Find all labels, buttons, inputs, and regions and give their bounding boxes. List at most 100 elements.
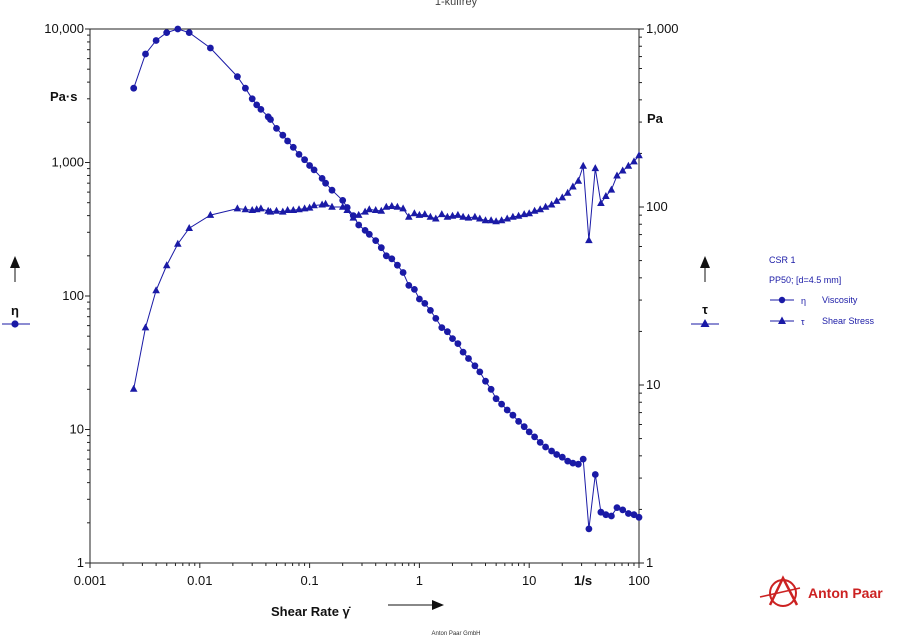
viscosity-point — [242, 84, 249, 92]
viscosity-point — [608, 512, 615, 520]
viscosity-point — [267, 116, 274, 123]
shear-stress-point — [365, 205, 374, 213]
viscosity-point — [248, 95, 256, 103]
shear-stress-point — [382, 202, 391, 210]
shear-stress-point — [305, 203, 314, 211]
viscosity-point — [635, 513, 643, 521]
right-axis-unit: Pa — [647, 111, 664, 126]
shear-stress-point — [321, 199, 330, 207]
shear-stress-point — [569, 182, 577, 190]
viscosity-point — [525, 428, 533, 436]
x-tick-label: 0.001 — [74, 573, 107, 588]
right-axis-arrow-icon — [700, 256, 710, 282]
legend-circle-icon — [778, 296, 786, 304]
viscosity-point — [476, 368, 484, 376]
viscosity-point — [339, 197, 347, 204]
left-axis-arrow-icon — [10, 256, 20, 282]
viscosity-point — [318, 175, 326, 182]
shear-stress-point — [426, 212, 435, 220]
shear-stress-markers — [129, 151, 643, 392]
shear-stress-point — [464, 213, 473, 221]
shear-stress-point — [272, 206, 281, 214]
viscosity-point — [163, 29, 171, 36]
right-tick-label: 1 — [646, 555, 653, 570]
x-axis-unit: 1/s — [574, 573, 592, 588]
shear-stress-point — [448, 211, 457, 219]
legend-subtitle: PP50; [d=4.5 mm] — [769, 275, 841, 285]
shear-stress-point — [349, 213, 358, 221]
x-tick-label: 10 — [522, 573, 536, 588]
shear-stress-line — [133, 155, 640, 390]
viscosity-point — [482, 377, 489, 385]
shear-stress-point — [371, 206, 380, 213]
left-tick-label: 10 — [70, 422, 84, 437]
viscosity-point — [471, 362, 479, 370]
shear-stress-point — [328, 202, 336, 210]
viscosity-point — [372, 237, 380, 245]
viscosity-point — [421, 300, 429, 307]
x-tick-label: 0.1 — [301, 573, 319, 588]
shear-stress-point — [597, 199, 605, 206]
shear-stress-point — [174, 239, 182, 247]
viscosity-point — [625, 510, 632, 517]
shear-stress-point — [618, 166, 627, 174]
left-axis-unit: Pa·s — [50, 89, 77, 104]
viscosity-point — [515, 418, 522, 425]
viscosity-point — [585, 525, 593, 533]
viscosity-point — [427, 307, 434, 314]
left-axis-symbol: η — [11, 303, 19, 318]
viscosity-point — [613, 504, 621, 511]
shear-stress-point — [552, 196, 561, 204]
viscosity-point — [394, 261, 401, 269]
viscosity-point — [591, 471, 599, 478]
shear-stress-point — [503, 214, 511, 222]
shear-stress-point — [574, 176, 583, 184]
viscosity-point — [602, 511, 610, 519]
shear-stress-point — [152, 286, 160, 294]
viscosity-point — [438, 324, 446, 331]
viscosity-point — [465, 355, 472, 362]
shear-stress-point — [613, 171, 621, 179]
viscosity-point — [405, 282, 413, 289]
shear-stress-point — [405, 212, 413, 220]
plot-frame — [89, 28, 640, 564]
shear-stress-point — [310, 201, 318, 209]
shear-stress-point — [635, 151, 643, 159]
brand-name: Anton Paar — [808, 585, 883, 601]
shear-stress-point — [497, 216, 506, 224]
viscosity-point — [520, 423, 528, 431]
viscosity-point — [444, 328, 451, 336]
shear-stress-point — [421, 210, 429, 218]
viscosity-point — [558, 453, 566, 461]
viscosity-point — [411, 286, 418, 293]
left-tick-label: 1 — [77, 555, 84, 570]
shear-stress-point — [289, 206, 298, 213]
shear-stress-point — [438, 210, 446, 218]
shear-stress-point — [558, 193, 567, 201]
shear-stress-point — [377, 206, 386, 214]
x-tick-label: 100 — [628, 573, 650, 588]
shear-stress-point — [185, 224, 193, 231]
right-tick-label: 100 — [646, 199, 668, 214]
viscosity-point — [579, 455, 587, 463]
legend-entry-symbol: τ — [801, 317, 805, 327]
shear-stress-point — [579, 161, 587, 169]
viscosity-point — [536, 439, 544, 446]
legend: CSR 1 PP50; [d=4.5 mm] η Viscosity τ She… — [769, 255, 875, 327]
shear-stress-point — [141, 323, 150, 331]
legend-title: CSR 1 — [769, 255, 796, 265]
viscosity-point — [509, 411, 517, 419]
viscosity-point — [498, 400, 505, 408]
shear-stress-point — [257, 204, 265, 212]
shear-stress-point — [476, 214, 484, 222]
viscosity-point — [365, 230, 373, 238]
legend-entry-symbol: η — [801, 296, 806, 306]
shear-stress-point — [415, 210, 424, 218]
viscosity-point — [449, 335, 456, 342]
shear-stress-point — [233, 204, 242, 212]
shear-stress-point — [536, 205, 544, 213]
shear-stress-point — [343, 206, 351, 213]
viscosity-point — [306, 162, 313, 169]
x-axis: 0.001 0.01 0.1 1 10 100 — [74, 563, 650, 588]
